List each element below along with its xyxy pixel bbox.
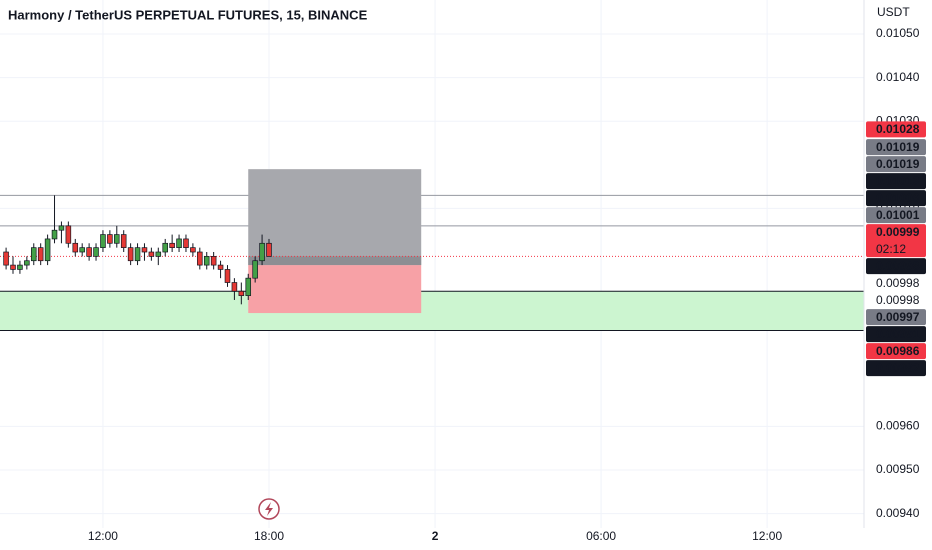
candle-body bbox=[10, 264, 16, 270]
y-tick-label: 0.00960 bbox=[876, 419, 920, 433]
candle-body bbox=[114, 234, 120, 244]
price-label: 0.01001 bbox=[876, 208, 920, 222]
price-label: 0.01013 bbox=[876, 174, 920, 188]
y-axis-label: USDT bbox=[877, 5, 910, 19]
candle-body bbox=[37, 247, 44, 262]
candle-body bbox=[65, 225, 72, 244]
x-tick-label: 12:00 bbox=[88, 529, 118, 543]
price-badge bbox=[866, 343, 926, 360]
x-tick-label: 2 bbox=[432, 529, 439, 543]
candle-body bbox=[266, 242, 272, 257]
y-tick-label: 0.01040 bbox=[876, 70, 920, 84]
candle-body bbox=[58, 225, 65, 231]
candle-body bbox=[51, 229, 58, 240]
price-label: 0.00998 bbox=[876, 259, 920, 273]
x-tick-label: 12:00 bbox=[752, 529, 782, 543]
x-tick-label: 18:00 bbox=[254, 529, 284, 543]
candle-body bbox=[245, 277, 252, 296]
candle-body bbox=[134, 247, 141, 262]
y-tick-label: 0.00940 bbox=[876, 506, 920, 520]
countdown: 02:12 bbox=[876, 242, 906, 256]
candle-body bbox=[17, 264, 23, 270]
candle-body bbox=[155, 251, 162, 257]
price-label: 0.00998 bbox=[876, 293, 920, 307]
price-badge bbox=[866, 326, 926, 343]
candle-body bbox=[183, 238, 189, 248]
price-label: 0.01028 bbox=[876, 122, 920, 136]
x-tick-label: 06:00 bbox=[586, 529, 616, 543]
candle-body bbox=[120, 234, 127, 248]
candle-body bbox=[30, 247, 37, 262]
price-label: 0.01019 bbox=[876, 140, 920, 154]
replay-icon[interactable] bbox=[258, 498, 280, 520]
price-badge bbox=[866, 190, 926, 207]
candle-body bbox=[162, 242, 168, 253]
stop-box bbox=[248, 265, 422, 314]
zone bbox=[0, 291, 864, 331]
price-badge bbox=[866, 207, 926, 224]
price-badge bbox=[866, 224, 926, 258]
candle-body bbox=[190, 247, 196, 253]
candle-body bbox=[141, 247, 148, 253]
price-badge bbox=[866, 360, 926, 377]
price-label: 0.01019 bbox=[876, 157, 920, 171]
candle-body bbox=[176, 238, 182, 248]
plot-area bbox=[0, 0, 864, 528]
y-tick-label: 0.00950 bbox=[876, 462, 920, 476]
candle-body bbox=[169, 242, 175, 248]
candle-body bbox=[79, 247, 85, 253]
price-label: 0.00991 bbox=[876, 327, 920, 341]
candle-body bbox=[24, 260, 30, 266]
price-label: 0.00982 bbox=[876, 361, 920, 375]
candle-body bbox=[3, 251, 9, 266]
candle-body bbox=[44, 238, 51, 262]
price-label: 0.00997 bbox=[876, 310, 920, 324]
price-label: 0.00998 bbox=[876, 276, 920, 290]
price-badge bbox=[866, 121, 926, 138]
price-badge bbox=[866, 173, 926, 190]
candle-body bbox=[107, 234, 113, 244]
candle-body bbox=[217, 264, 224, 270]
price-label: 0.00999 bbox=[876, 225, 920, 239]
candle-body bbox=[210, 256, 217, 266]
candle-body bbox=[203, 256, 210, 266]
entry-band bbox=[248, 256, 422, 266]
candle-body bbox=[238, 290, 245, 296]
y-tick-label: 0.01050 bbox=[876, 26, 920, 40]
price-badge bbox=[866, 309, 926, 326]
price-label: 0.00986 bbox=[876, 344, 920, 358]
candle-body bbox=[93, 247, 99, 257]
candle-body bbox=[252, 260, 258, 279]
price-badge bbox=[866, 258, 926, 275]
candle-body bbox=[259, 242, 265, 262]
candle-body bbox=[72, 242, 79, 253]
target-box bbox=[248, 169, 422, 266]
candle-body bbox=[100, 234, 106, 248]
price-badge bbox=[866, 156, 926, 173]
candle-body bbox=[127, 247, 134, 262]
chart-title: Harmony / TetherUS PERPETUAL FUTURES, 15… bbox=[8, 7, 368, 22]
candle-body bbox=[86, 247, 92, 257]
price-badge bbox=[866, 139, 926, 156]
price-label: 0.01006 bbox=[876, 191, 920, 205]
candle-body bbox=[231, 282, 238, 292]
candle-body bbox=[197, 251, 203, 266]
candle-body bbox=[148, 251, 155, 257]
candle-body bbox=[224, 269, 231, 283]
